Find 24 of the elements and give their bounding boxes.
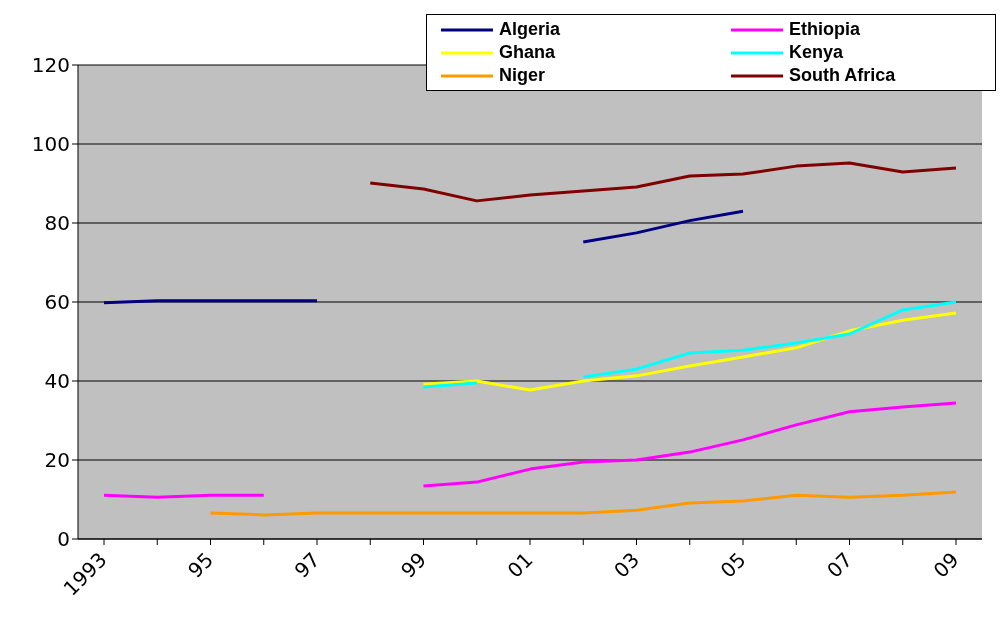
- legend-label: South Africa: [789, 65, 896, 86]
- line-series: [368, 161, 958, 203]
- y-tick-label: 100: [31, 132, 70, 157]
- y-tick-label: 20: [44, 448, 70, 473]
- y-tick-label: 120: [31, 53, 70, 78]
- line-series: [209, 490, 958, 517]
- legend-label: Algeria: [499, 19, 561, 40]
- line-series: [422, 311, 958, 392]
- legend-label: Ghana: [499, 42, 556, 63]
- y-tick-label: 60: [44, 290, 70, 315]
- x-tick-label: 95: [182, 547, 218, 583]
- x-tick-label: 99: [395, 547, 431, 583]
- x-tick-label: 05: [715, 547, 751, 583]
- y-tick-label: 40: [44, 369, 70, 394]
- x-tick-label: 07: [821, 547, 857, 583]
- x-tick-label: 97: [289, 547, 325, 583]
- x-tick-label: 03: [608, 547, 644, 583]
- x-tick-label: 09: [928, 547, 964, 583]
- legend-label: Niger: [499, 65, 546, 86]
- y-tick-label: 0: [57, 527, 70, 552]
- legend-label: Kenya: [789, 42, 844, 63]
- x-tick-label: 01: [502, 547, 538, 583]
- y-tick-label: 80: [44, 211, 70, 236]
- legend-label: Ethiopia: [789, 19, 860, 40]
